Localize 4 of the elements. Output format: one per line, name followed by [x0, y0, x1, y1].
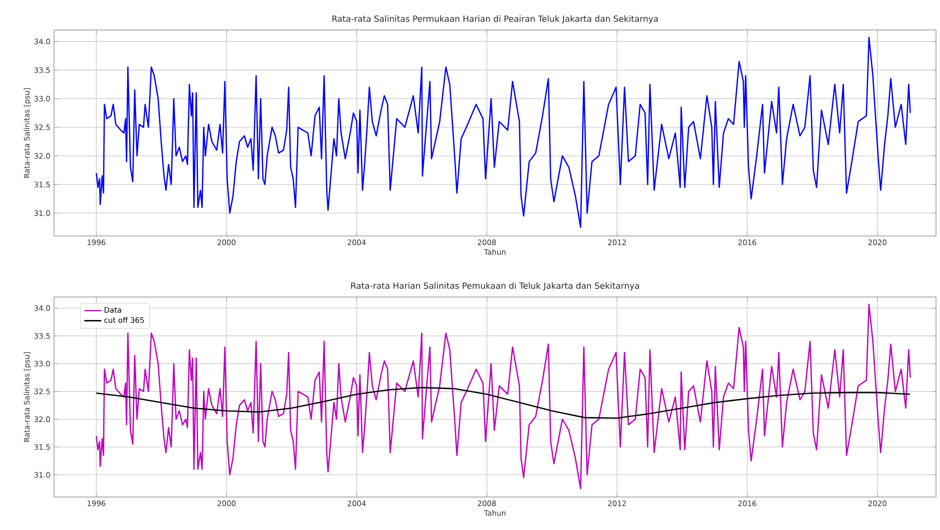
line-series [96, 304, 911, 490]
line-series [96, 36, 911, 228]
chart-title: Rata-rata Harian Salinitas Pemukaan di Teluk Jakarta dan Sekitarnya [351, 282, 639, 291]
chart-title: Rata-rata Salinitas Permukaan Harian di Peairan Teluk Jakarta dan Sekitarnya [332, 15, 658, 24]
